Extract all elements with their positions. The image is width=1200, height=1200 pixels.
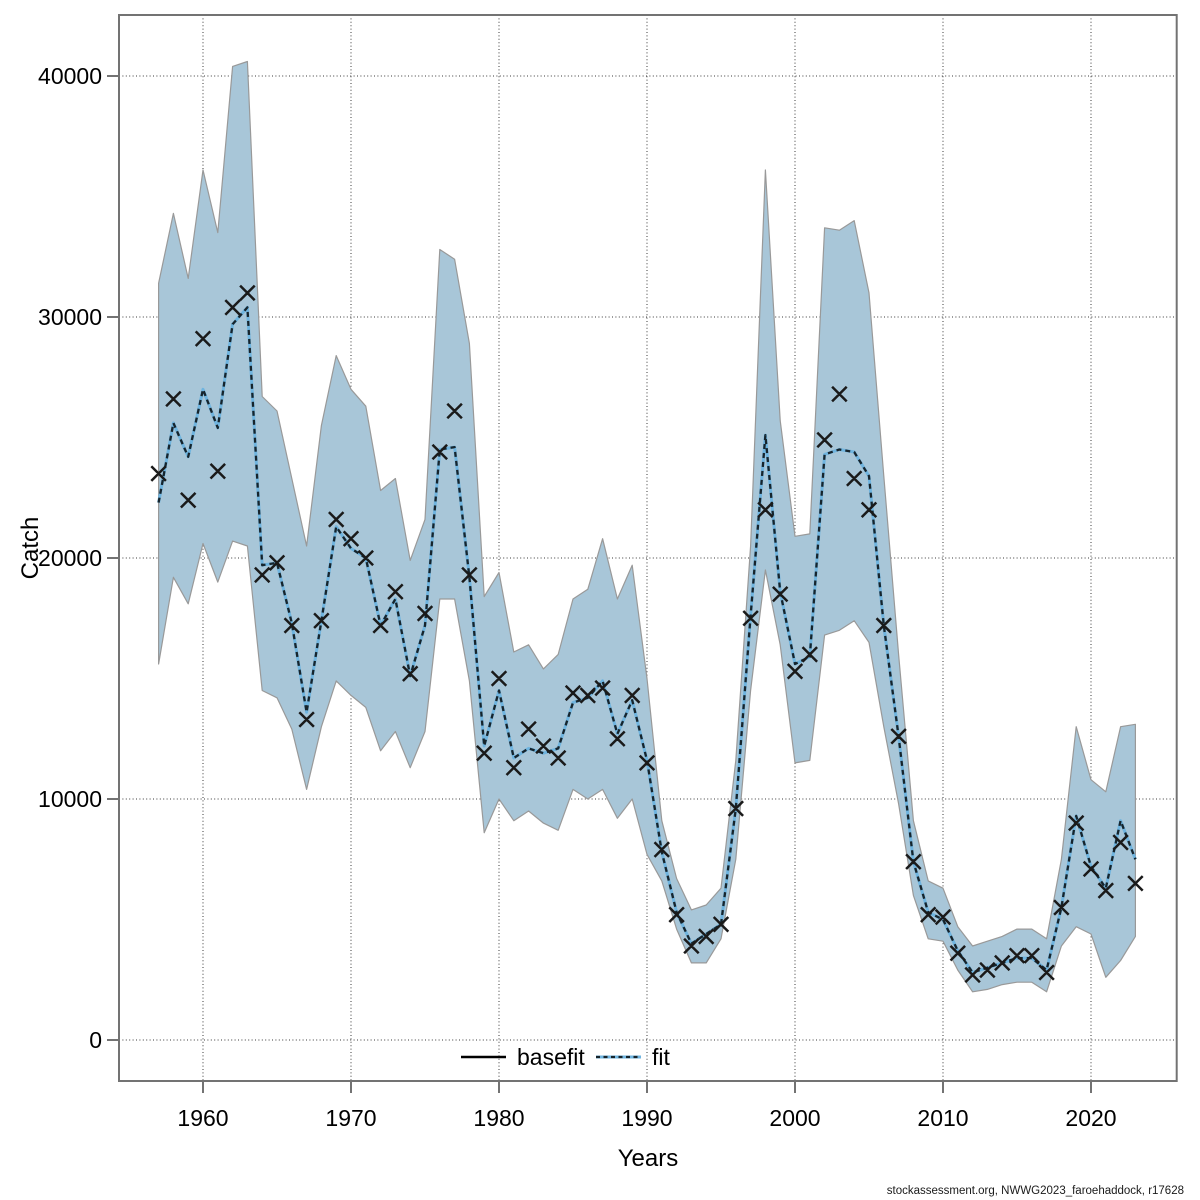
x-tick-label: 2020	[1065, 1105, 1116, 1131]
x-tick-label: 2010	[917, 1105, 968, 1131]
x-tick-label: 2000	[769, 1105, 820, 1131]
y-tick-label: 10000	[38, 786, 102, 812]
y-tick-label: 20000	[38, 545, 102, 571]
x-tick-label: 1970	[325, 1105, 376, 1131]
y-tick-label: 30000	[38, 304, 102, 330]
confidence-band	[158, 60, 1137, 993]
x-tick-labels: 1960 1970 1980 1990 2000 2010 2020	[177, 1105, 1116, 1131]
observation-markers	[150, 284, 1144, 984]
x-axis-title: Years	[618, 1145, 679, 1172]
y-tick-label: 40000	[38, 63, 102, 89]
axis-ticks	[107, 75, 1092, 1093]
x-tick-label: 1990	[621, 1105, 672, 1131]
x-tick-label: 1980	[473, 1105, 524, 1131]
legend: basefit fit	[461, 1044, 671, 1070]
legend-basefit-label: basefit	[517, 1044, 585, 1070]
y-axis-title: Catch	[17, 517, 44, 580]
legend-fit-label: fit	[652, 1044, 671, 1070]
x-tick-label: 1960	[177, 1105, 228, 1131]
y-tick-label: 0	[89, 1027, 102, 1053]
footer-text: stockassessment.org, NWWG2023_faroehaddo…	[887, 1185, 1184, 1197]
y-tick-labels: 0 10000 20000 30000 40000	[38, 63, 102, 1053]
